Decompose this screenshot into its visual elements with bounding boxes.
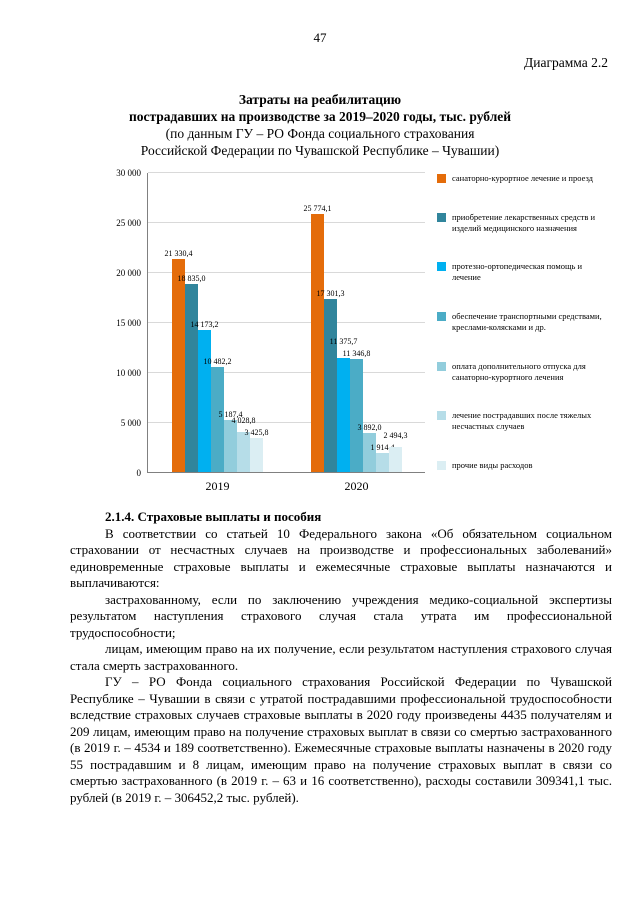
body-paragraphs: В соответствии со статьей 10 Федеральног… [70, 526, 612, 807]
legend-swatch-icon [437, 361, 446, 371]
paragraph: ГУ – РО Фонда социального страхования Ро… [70, 674, 612, 805]
legend-label: прочие виды расходов [452, 459, 533, 470]
bar-value-label: 25 774,1 [303, 204, 332, 214]
paragraph: лицам, имеющим право на их получение, ес… [70, 641, 612, 673]
legend-label: протезно-ортопедическая помощь и лечение [452, 261, 583, 283]
chart-subtitle-line-2: Российской Федерации по Чувашской Респуб… [140, 143, 500, 158]
y-axis-tick-label: 15 000 [116, 318, 141, 328]
gridline [148, 222, 425, 223]
legend-swatch-icon [437, 212, 446, 222]
legend-item-2: протезно-ортопедическая помощь и лечение [437, 261, 633, 283]
gridline [148, 172, 425, 173]
bar-value-label: 10 482,2 [203, 357, 232, 367]
x-axis-category-label: 2020 [344, 479, 369, 493]
bar-2020-3 [350, 358, 363, 472]
paragraph: застрахованному, если по заключению учре… [70, 591, 612, 640]
bar-value-label: 21 330,4 [164, 248, 193, 258]
legend-swatch-icon [437, 460, 446, 470]
chart-title-line-2: пострадавших на производстве за 2019–202… [128, 109, 512, 124]
chart-legend: санаторно-курортное лечение и проезд прио… [437, 173, 633, 471]
bar-value-label: 4 028,8 [231, 415, 256, 425]
bar-2020-1 [324, 299, 337, 472]
body-text-block: 2.1.4. Страховые выплаты и пособия В соо… [0, 509, 640, 806]
bar-chart: 0 5 000 10 000 15 000 20 000 25 000 30 000 21 … [104, 168, 640, 493]
y-axis-tick-label: 20 000 [116, 268, 141, 278]
bar-value-label: 14 173,2 [190, 320, 219, 330]
legend-item-3: обеспечение транспортными средствами, кр… [437, 311, 633, 333]
bar-2020-2 [337, 358, 350, 472]
gridline [148, 272, 425, 273]
bar-value-label: 5 187,4 [218, 410, 243, 420]
legend-swatch-icon [437, 311, 446, 321]
bar-2019-4 [224, 420, 237, 472]
chart-title-line-1: Затраты на реабилитацию [238, 92, 402, 107]
bar-value-label: 1 914,4 [370, 442, 395, 452]
bar-value-label: 17 301,3 [316, 288, 345, 298]
bar-value-label: 11 375,7 [329, 336, 358, 346]
legend-swatch-icon [437, 174, 446, 183]
y-axis-tick-label: 5 000 [120, 418, 141, 428]
legend-item-6: прочие виды расходов [437, 460, 633, 471]
legend-label: санаторно-курортное лечение и проезд [452, 173, 593, 183]
legend-item-1: приобретение лекарственных средств и изд… [437, 212, 633, 234]
gridline [148, 422, 425, 423]
chart-subtitle-line-1: (по данным ГУ – РО Фонда социального стр… [165, 126, 475, 141]
gridline [148, 322, 425, 323]
legend-label: приобретение лекарственных средств и изд… [452, 211, 596, 233]
legend-item-5: лечение пострадавших после тяжелых несча… [437, 410, 633, 432]
y-axis-tick-label: 10 000 [116, 368, 141, 378]
legend-label: оплата дополнительного отпуска для санат… [452, 360, 586, 382]
y-axis-tick-label: 25 000 [116, 218, 141, 228]
gridline [148, 372, 425, 373]
plot-outer: 21 330,4 18 835,0 14 173,2 10 482,2 5 187,4 4… [147, 172, 425, 493]
bar-2019-1 [185, 283, 198, 472]
bar-2020-0 [311, 214, 324, 472]
bar-2019-6 [250, 437, 263, 472]
bar-2019-5 [237, 431, 250, 472]
legend-swatch-icon [437, 262, 446, 272]
bar-value-label: 11 346,8 [342, 348, 371, 358]
page-number: 47 [313, 30, 327, 45]
legend-item-0: санаторно-курортное лечение и проезд [437, 173, 633, 184]
paragraph: В соответствии со статьей 10 Федеральног… [70, 525, 612, 591]
y-axis: 0 5 000 10 000 15 000 20 000 25 000 30 000 [104, 168, 147, 478]
x-axis-category-label: 2019 [205, 479, 230, 493]
y-axis-tick-label: 30 000 [116, 168, 141, 178]
bar-2019-0 [172, 258, 185, 472]
legend-label: обеспечение транспортными средствами, кр… [452, 310, 602, 332]
bar-2019-3 [211, 367, 224, 472]
legend-label: лечение пострадавших после тяжелых несча… [452, 410, 592, 432]
y-axis-tick-label: 0 [136, 468, 142, 478]
bar-2020-5 [376, 452, 389, 472]
bar-value-label: 2 494,3 [383, 430, 408, 440]
legend-item-4: оплата дополнительного отпуска для санат… [437, 361, 633, 383]
bar-2020-4 [363, 433, 376, 472]
bar-2019-2 [198, 330, 211, 472]
diagram-label: Диаграмма 2.2 [524, 55, 608, 70]
bar-value-label: 18 835,0 [177, 273, 206, 283]
bar-value-label: 3 892,0 [357, 423, 382, 433]
legend-swatch-icon [437, 411, 446, 421]
section-heading: 2.1.4. Страховые выплаты и пособия [105, 509, 322, 524]
chart-title: Затраты на реабилитацию пострадавших на … [0, 91, 640, 159]
bar-value-label: 3 425,8 [244, 427, 269, 437]
bar-2020-6 [389, 447, 402, 472]
plot-area: 21 330,4 18 835,0 14 173,2 10 482,2 5 187,4 4… [147, 172, 425, 493]
